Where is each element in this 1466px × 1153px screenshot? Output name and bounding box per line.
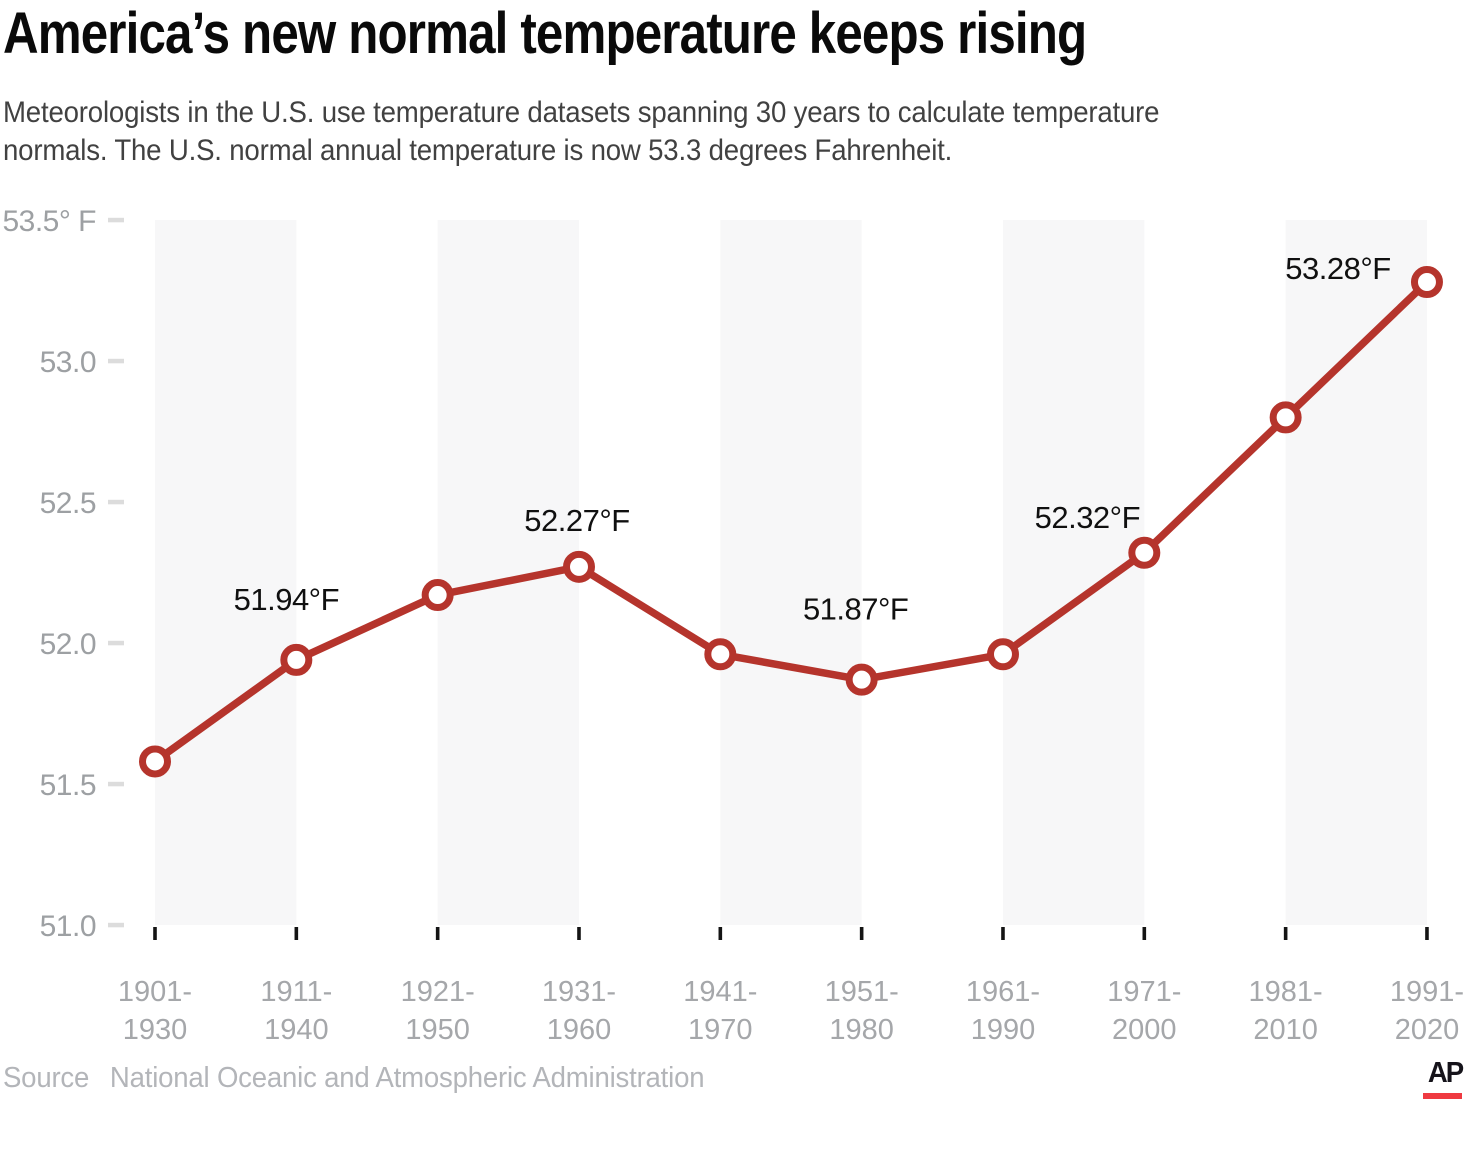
ap-logo-underline [1423,1093,1462,1099]
x-axis-label: 1961-1990 [966,976,1040,1046]
background-band [155,220,297,925]
x-axis-tick [153,927,157,940]
x-axis-tick [1283,927,1288,940]
x-axis-tick [859,927,864,940]
background-band [1285,220,1427,925]
x-axis-label: 1951-1980 [825,976,899,1046]
y-axis-tick [108,499,124,505]
ap-logo-text: AP [1427,1057,1464,1089]
x-axis-label: 1941-1970 [683,976,757,1046]
source-line: Source National Oceanic and Atmospheric … [3,1062,705,1095]
data-point-marker [421,579,454,612]
data-point-marker [1410,266,1443,299]
y-axis-label: 51.5 [40,769,96,802]
data-point-marker [562,550,595,583]
x-axis-tick [577,927,581,940]
background-band [720,220,862,925]
y-axis-label: 53.5° F [2,205,96,238]
x-axis-label: 1991-2020 [1390,976,1464,1046]
temperature-line-chart: 53.5° F 53.0 52.5 52.0 51.5 51.0 1901-1930 1911… [2,205,1464,1046]
data-point-marker [704,638,737,671]
data-point-marker [1269,401,1302,434]
x-axis-label: 1931-1960 [542,976,616,1046]
data-point-marker [845,663,878,696]
point-value-label: 51.94°F [234,582,339,617]
data-point-marker [1128,536,1161,569]
y-axis-tick [108,640,124,646]
chart-title: America’s new normal temperature keeps r… [3,1,1087,66]
y-axis-label: 53.0 [40,346,96,379]
x-axis-label: 1911-1940 [260,976,332,1046]
temperature-line [152,279,1430,765]
x-axis-label: 1981-2010 [1249,976,1323,1046]
y-axis-tick [108,781,124,787]
x-axis-label: 1901-1930 [118,976,192,1046]
x-axis-tick [1001,927,1005,940]
point-value-label: 52.27°F [524,503,629,538]
source-label: Source [3,1062,90,1094]
ap-logo: AP [1422,1057,1464,1099]
y-axis-label: 52.5 [40,487,96,520]
x-axis-label: 1921-1950 [401,976,475,1046]
point-value-label: 52.32°F [1035,500,1140,535]
source-name: National Oceanic and Atmospheric Adminis… [109,1062,705,1094]
x-axis-tick [1142,927,1147,940]
x-axis-tick [294,927,299,940]
point-value-label: 51.87°F [803,592,908,627]
data-point-marker [280,643,313,676]
point-value-label: 53.28°F [1285,251,1390,286]
x-axis-label: 1971-2000 [1107,976,1181,1046]
data-point-marker [986,638,1019,671]
y-axis-label: 52.0 [40,628,96,661]
x-axis-tick [718,927,723,940]
y-axis-tick [108,358,124,364]
x-axis-tick [435,927,440,940]
y-axis-tick [108,217,124,223]
data-point-marker [139,745,171,778]
y-axis-label: 51.0 [40,910,96,943]
chart-subtitle: Meteorologists in the U.S. use temperatu… [3,96,1160,167]
x-axis-tick [1425,927,1429,940]
y-axis-tick [108,922,124,928]
